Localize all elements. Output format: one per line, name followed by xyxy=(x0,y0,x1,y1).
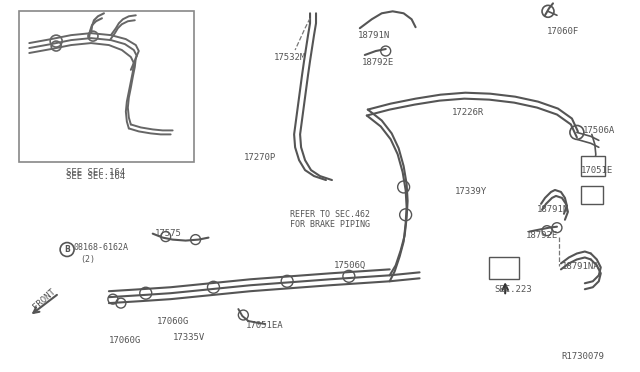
Bar xyxy=(583,166,591,173)
Text: B: B xyxy=(64,245,70,254)
Text: 17060F: 17060F xyxy=(547,27,579,36)
Text: R1730079: R1730079 xyxy=(561,352,604,361)
Text: REFER TO SEC.462: REFER TO SEC.462 xyxy=(290,210,370,219)
Text: 17335V: 17335V xyxy=(173,333,205,342)
Text: SEC.223: SEC.223 xyxy=(494,285,532,294)
Text: 17339Y: 17339Y xyxy=(454,187,486,196)
Text: 17060G: 17060G xyxy=(109,336,141,345)
Bar xyxy=(581,186,603,204)
Text: 18792E: 18792E xyxy=(362,58,394,67)
Bar xyxy=(19,11,193,162)
Text: 17051E: 17051E xyxy=(581,166,613,174)
Text: 18792E: 18792E xyxy=(526,231,558,240)
Text: 17506A: 17506A xyxy=(583,126,615,135)
Bar xyxy=(581,156,605,176)
Text: 18791N: 18791N xyxy=(537,205,570,214)
Text: 17060G: 17060G xyxy=(157,317,189,327)
Text: 17532M: 17532M xyxy=(274,54,307,62)
Text: 18791NA: 18791NA xyxy=(562,262,600,271)
Text: SEE SEC.164: SEE SEC.164 xyxy=(67,168,125,177)
Text: 17270P: 17270P xyxy=(244,153,276,162)
Text: 17051EA: 17051EA xyxy=(246,321,284,330)
Text: (2): (2) xyxy=(80,255,95,264)
Bar xyxy=(489,257,519,279)
Text: FRONT: FRONT xyxy=(31,287,57,311)
Text: 17575: 17575 xyxy=(155,229,182,238)
Text: 08168-6162A: 08168-6162A xyxy=(73,243,128,252)
Bar xyxy=(593,166,601,173)
Text: 17226R: 17226R xyxy=(451,108,484,117)
Text: SEE SEC.164: SEE SEC.164 xyxy=(67,171,125,180)
Text: FOR BRAKE PIPING: FOR BRAKE PIPING xyxy=(290,220,370,229)
Text: 17506Q: 17506Q xyxy=(334,261,366,270)
Text: 18791N: 18791N xyxy=(358,31,390,40)
